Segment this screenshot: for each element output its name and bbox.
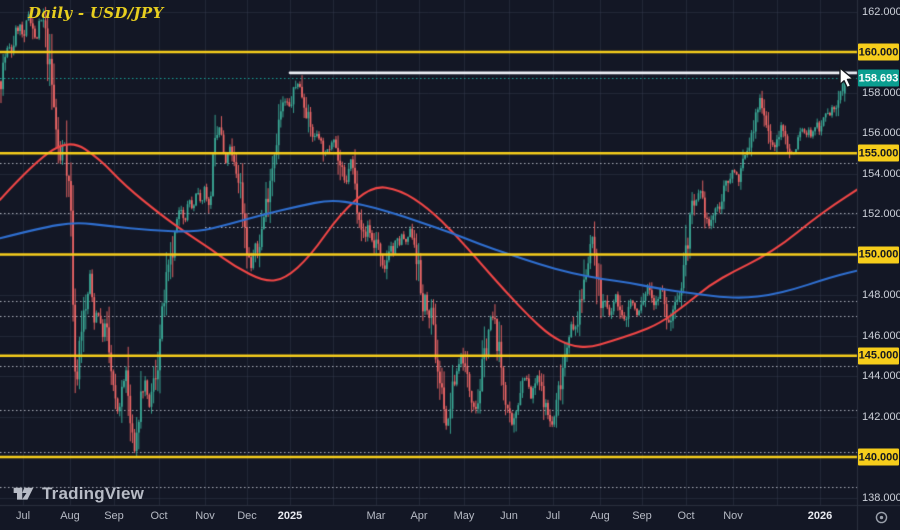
- time-tick-label: Nov: [195, 510, 215, 522]
- price-tick-label: 156.000: [862, 127, 900, 139]
- time-tick-label: Aug: [60, 510, 80, 522]
- time-tick-label: Mar: [366, 510, 386, 522]
- yellow-level-price-badge: 160.000: [858, 43, 899, 61]
- price-tick-label: 142.000: [862, 410, 900, 423]
- price-tick-label: 146.000: [862, 329, 900, 342]
- price-tick-label: 158.000: [862, 86, 900, 99]
- price-tick-label: 144.000: [862, 370, 900, 382]
- time-tick-label: 2026: [807, 510, 833, 522]
- time-tick-label: May: [453, 510, 475, 522]
- chart-title: Daily - USD/JPY: [28, 4, 164, 22]
- time-tick-label: Jul: [15, 510, 31, 522]
- yellow-level-price-badge: 150.000: [858, 246, 899, 263]
- mouse-cursor-icon: [838, 67, 857, 96]
- time-tick-label: Aug: [590, 510, 610, 522]
- time-tick-label: Sep: [104, 510, 124, 522]
- time-tick-label: Sep: [632, 510, 652, 522]
- price-tick-label: 138.000: [862, 491, 900, 504]
- axis-settings-gear-icon[interactable]: [869, 506, 893, 528]
- time-tick-label: Jun: [500, 510, 518, 522]
- time-tick-label: Apr: [410, 510, 428, 522]
- tradingview-watermark: TradingView: [12, 482, 144, 505]
- yellow-level-price-badge: 155.000: [858, 144, 899, 162]
- time-tick-label: Oct: [150, 510, 168, 522]
- time-tick-label: Oct: [677, 510, 695, 522]
- price-axis[interactable]: 162.000 158.000 156.000 154.000 152.000 148.0…: [857, 0, 900, 505]
- time-tick-label: Dec: [237, 510, 257, 522]
- last-price-badge: 158.693: [858, 69, 899, 87]
- price-tick-label: 162.000: [862, 5, 900, 18]
- time-tick-label: 2025: [277, 510, 303, 522]
- time-tick-label: Nov: [723, 510, 743, 522]
- price-tick-label: 148.000: [862, 289, 900, 301]
- time-axis[interactable]: Jul Aug Sep Oct Nov Dec 2025 Mar Apr May Jun Jul Aug…: [0, 505, 900, 530]
- yellow-level-price-badge: 145.000: [858, 347, 899, 365]
- time-tick-label: Jul: [545, 510, 561, 522]
- yellow-level-price-badge: 140.000: [858, 448, 899, 466]
- price-tick-label: 152.000: [862, 208, 900, 220]
- watermark-text: TradingView: [42, 483, 145, 503]
- tradingview-logo-icon: [12, 482, 35, 505]
- price-tick-label: 154.000: [862, 167, 900, 180]
